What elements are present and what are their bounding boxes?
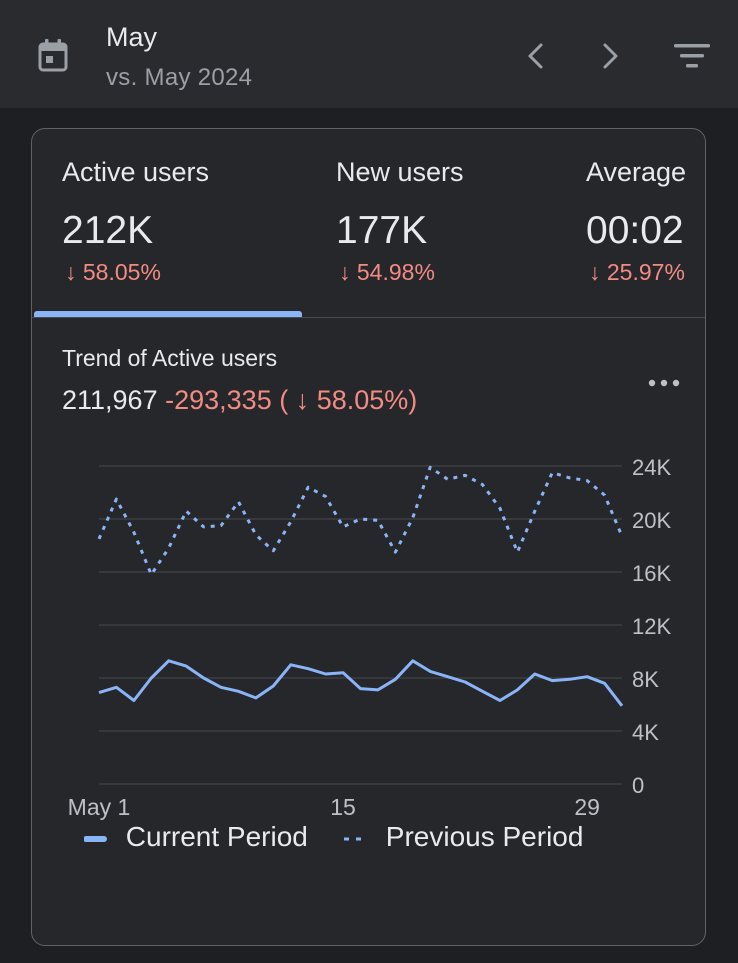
more-horizontal-icon (648, 379, 680, 387)
chevron-right-icon (603, 43, 618, 69)
metric-label: New users (336, 157, 464, 187)
trend-title: Trend of Active users (62, 345, 278, 371)
x-tick-label: 29 (574, 794, 600, 820)
filter-button[interactable] (672, 40, 712, 72)
active-users-line-chart: 24K 20K 16K 12K 8K 4K 0 May 1 15 29 (68, 455, 672, 820)
metric-change: ↓ 58.05% (65, 259, 161, 285)
metric-label: Average (586, 157, 687, 187)
legend-current-period[interactable]: Current Period (83, 821, 308, 854)
y-tick-label: 12K (632, 614, 671, 639)
current-period-line (98, 659, 624, 707)
legend-previous-period[interactable]: Previous Period (342, 821, 583, 854)
y-tick-label: 16K (632, 561, 671, 586)
trend-summary: 211,967 -293,335 ( ↓ 58.05%) (62, 385, 417, 416)
filter-icon (674, 44, 710, 68)
y-tick-label: 4K (632, 720, 659, 745)
chevron-left-icon (528, 43, 543, 69)
y-tick-label: 24K (632, 455, 671, 480)
y-tick-label: 8K (632, 667, 659, 692)
report-header: May vs. May 2024 (0, 0, 738, 108)
trend-total: 211,967 (62, 385, 158, 415)
metric-change: ↓ 25.97% (589, 259, 685, 285)
previous-period-button[interactable] (520, 40, 552, 72)
calendar-icon[interactable] (37, 38, 69, 72)
date-range-title[interactable]: May (106, 22, 158, 52)
metric-value: 212K (62, 209, 154, 252)
metric-value: 00:02 (586, 209, 684, 252)
metric-change: ↓ 54.98% (339, 259, 435, 285)
previous-period-line (97, 465, 624, 577)
y-tick-label: 20K (632, 508, 671, 533)
metric-label: Active users (62, 157, 210, 187)
trend-delta: -293,335 ( ↓ 58.05%) (165, 385, 418, 415)
x-tick-label: May 1 (68, 794, 131, 820)
comparison-period: vs. May 2024 (106, 64, 253, 91)
metric-value: 177K (336, 209, 428, 252)
next-period-button[interactable] (594, 40, 626, 72)
metrics-card: Active users 212K ↓ 58.05% New users 177… (31, 128, 706, 946)
solid-line-icon (83, 835, 107, 842)
y-tick-label: 0 (632, 773, 644, 798)
divider (32, 317, 705, 318)
more-options-button[interactable] (646, 373, 682, 393)
x-tick-label: 15 (330, 794, 356, 820)
legend-label: Current Period (125, 821, 308, 852)
legend-label: Previous Period (385, 821, 584, 852)
dashed-line-icon (344, 837, 364, 841)
selected-metric-indicator (34, 311, 302, 317)
